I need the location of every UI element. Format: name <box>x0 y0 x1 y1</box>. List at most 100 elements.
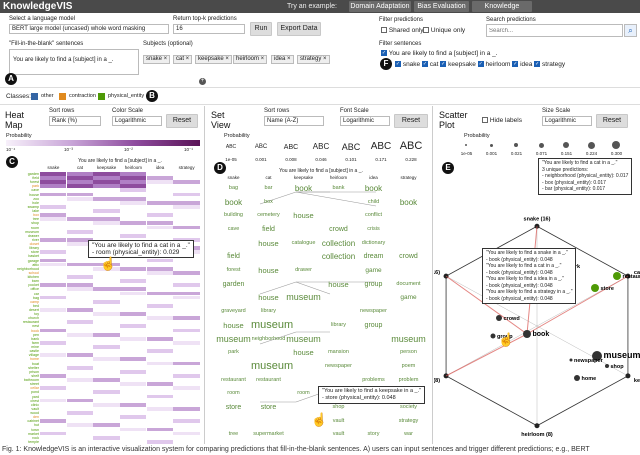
setview-word[interactable]: cemetery <box>257 212 280 219</box>
setview-word[interactable]: book <box>224 197 243 207</box>
heatmap-cell[interactable] <box>66 378 94 382</box>
heatmap-cell[interactable] <box>146 324 174 329</box>
heatmap-row-label[interactable]: farm <box>31 340 39 345</box>
heatmap-cell[interactable] <box>120 287 147 292</box>
scatter-point[interactable] <box>569 358 573 362</box>
heatmap-cell[interactable] <box>93 200 120 205</box>
heatmap-cell[interactable] <box>173 217 200 222</box>
heatmap-cell[interactable] <box>66 431 94 436</box>
subject-filter-checkbox[interactable]: ✓ strategy <box>534 61 566 68</box>
subject-chip[interactable]: idea × <box>271 55 294 64</box>
setview-word[interactable]: child <box>367 198 380 205</box>
setview-word[interactable]: library <box>261 308 276 315</box>
heatmap-cell[interactable] <box>120 200 147 205</box>
heatmap-cell[interactable] <box>146 349 174 354</box>
heatmap-cell[interactable] <box>173 419 200 424</box>
heatmap-cell[interactable] <box>40 209 67 213</box>
heatmap-cell[interactable] <box>40 357 67 362</box>
heatmap-cell[interactable] <box>120 262 147 267</box>
heatmap-cell[interactable] <box>40 406 67 411</box>
setview-word[interactable]: vault <box>332 417 345 424</box>
add-sentence-icon[interactable]: + <box>199 78 206 85</box>
heatmap-cell[interactable] <box>173 176 200 180</box>
heatmap-cell[interactable] <box>66 423 94 428</box>
heatmap-cell[interactable] <box>93 291 120 296</box>
heatmap-scale-select[interactable]: Logarithmic <box>112 116 162 126</box>
heatmap-cell[interactable] <box>146 176 174 180</box>
heatmap-row-label[interactable]: wood <box>30 411 39 416</box>
heatmap-cell[interactable] <box>66 242 94 246</box>
heatmap-cell[interactable] <box>173 415 200 419</box>
heatmap-cell[interactable] <box>120 332 147 337</box>
heatmap-cell[interactable] <box>40 180 67 185</box>
heatmap-row-label[interactable]: bed <box>33 303 39 308</box>
heatmap-cell[interactable] <box>93 180 120 185</box>
heatmap-cell[interactable] <box>120 258 147 263</box>
subject-filter-checkbox[interactable]: ✓ snake <box>395 61 421 68</box>
scatter-vertex[interactable] <box>443 373 449 379</box>
heatmap-cell[interactable] <box>40 275 67 279</box>
scatter-point[interactable] <box>523 330 531 338</box>
heatmap-cell[interactable] <box>66 357 94 362</box>
heatmap-cell[interactable] <box>173 402 200 407</box>
heatmap-row-label[interactable]: street <box>30 382 39 387</box>
heatmap-cell[interactable] <box>146 365 174 370</box>
heatmap-cell[interactable] <box>146 402 174 407</box>
subject-chip[interactable]: cat × <box>173 55 193 64</box>
heatmap-cell[interactable] <box>93 411 120 415</box>
setview-sort-select[interactable]: Name (A-Z) <box>264 116 324 126</box>
setview-word[interactable]: house <box>258 266 279 276</box>
heatmap-cell[interactable] <box>146 320 174 325</box>
heatmap-cell[interactable] <box>120 439 147 444</box>
heatmap-cell[interactable] <box>40 184 67 189</box>
heatmap-cell[interactable] <box>40 254 67 259</box>
heatmap-cell[interactable] <box>120 336 147 341</box>
heatmap-cell[interactable] <box>93 415 120 419</box>
heatmap-cell[interactable] <box>173 262 200 267</box>
heatmap-cell[interactable] <box>93 382 120 386</box>
export-data-button[interactable]: Export Data <box>277 22 321 36</box>
setview-word[interactable]: book <box>364 184 383 193</box>
heatmap-cell[interactable] <box>173 266 200 271</box>
heatmap-cell[interactable] <box>120 275 147 279</box>
heatmap-cell[interactable] <box>146 295 174 300</box>
heatmap-cell[interactable] <box>66 394 94 399</box>
heatmap-cell[interactable] <box>93 435 120 440</box>
heatmap-cell[interactable] <box>93 398 120 403</box>
heatmap-cell[interactable] <box>120 415 147 419</box>
heatmap-cell[interactable] <box>173 345 200 349</box>
heatmap-cell[interactable] <box>66 250 94 255</box>
heatmap-cell[interactable] <box>146 270 174 275</box>
heatmap-cell[interactable] <box>146 316 174 321</box>
heatmap-cell[interactable] <box>173 373 200 378</box>
heatmap-row-label[interactable]: barn <box>31 279 39 284</box>
heatmap-cell[interactable] <box>173 365 200 370</box>
setview-word[interactable]: restaurant <box>221 376 246 383</box>
heatmap-row-label[interactable]: shelter <box>28 365 39 370</box>
heatmap-cell[interactable] <box>173 172 200 176</box>
heatmap-cell[interactable] <box>146 287 174 292</box>
heatmap-cell[interactable] <box>93 324 120 329</box>
scatter-point[interactable] <box>613 272 621 280</box>
heatmap-cell[interactable] <box>93 188 120 193</box>
heatmap-cell[interactable] <box>120 349 147 354</box>
heatmap-cell[interactable] <box>40 353 67 358</box>
heatmap-cell[interactable] <box>120 411 147 415</box>
heatmap-cell[interactable] <box>93 204 120 209</box>
heatmap-cell[interactable] <box>120 373 147 378</box>
heatmap-cell[interactable] <box>40 217 67 222</box>
heatmap-row-label[interactable]: school <box>28 270 39 275</box>
heatmap-cell[interactable] <box>93 287 120 292</box>
heatmap-cell[interactable] <box>40 188 67 193</box>
setview-word[interactable]: house <box>293 348 314 358</box>
heatmap-cell[interactable] <box>40 176 67 180</box>
heatmap-cell[interactable] <box>146 192 174 197</box>
heatmap-cell[interactable] <box>173 336 200 341</box>
heatmap-cell[interactable] <box>120 283 147 288</box>
heatmap-cell[interactable] <box>93 345 120 349</box>
heatmap-cell[interactable] <box>93 299 120 304</box>
heatmap-cell[interactable] <box>173 378 200 382</box>
heatmap-cell[interactable] <box>146 439 174 444</box>
setview-word[interactable]: collection <box>321 252 356 262</box>
heatmap-cell[interactable] <box>173 324 200 329</box>
